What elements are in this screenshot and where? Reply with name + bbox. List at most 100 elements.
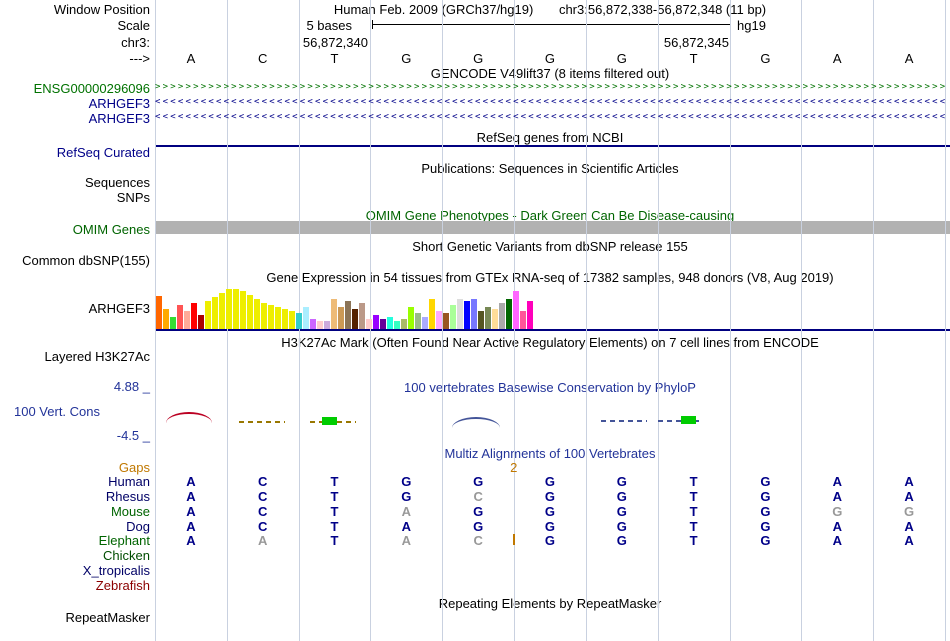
gtex-expression-bar[interactable]	[219, 293, 225, 329]
strand-arrows-left[interactable]: <<<<<<<<<<<<<<<<<<<<<<<<<<<<<<<<<<<<<<<<…	[155, 97, 947, 107]
species-label[interactable]: Elephant	[98, 533, 150, 548]
species-label[interactable]: Human	[108, 474, 150, 489]
gencode-track-title: GENCODE V49lift37 (8 items filtered out)	[430, 66, 670, 81]
alignment-base: A	[832, 519, 842, 534]
gtex-expression-bar[interactable]	[303, 307, 309, 329]
gtex-expression-bar[interactable]	[289, 311, 295, 329]
alignment-base: T	[330, 519, 339, 534]
coordinate-right: 56,872,345	[663, 35, 729, 50]
gtex-expression-bar[interactable]	[275, 307, 281, 329]
strand-arrows-right[interactable]: >>>>>>>>>>>>>>>>>>>>>>>>>>>>>>>>>>>>>>>>…	[155, 82, 947, 92]
gtex-gene-label[interactable]: ARHGEF3	[88, 301, 150, 316]
gtex-expression-bar[interactable]	[198, 315, 204, 329]
gtex-expression-bar[interactable]	[254, 299, 260, 329]
alignment-base: A	[186, 489, 196, 504]
reference-base: G	[544, 51, 556, 66]
gtex-expression-bar[interactable]	[520, 311, 526, 329]
gtex-expression-bar[interactable]	[296, 313, 302, 329]
insertion-mark	[513, 534, 516, 545]
omim-gene-bar[interactable]	[155, 221, 950, 234]
gtex-expression-bar[interactable]	[436, 311, 442, 329]
gtex-expression-bar[interactable]	[513, 291, 519, 329]
gtex-expression-bar[interactable]	[401, 319, 407, 329]
gtex-expression-bar[interactable]	[443, 313, 449, 329]
gaps-track-label[interactable]: Gaps	[118, 460, 150, 475]
gtex-expression-bar[interactable]	[170, 317, 176, 329]
gtex-expression-bar[interactable]	[359, 303, 365, 329]
gtex-expression-bar[interactable]	[212, 297, 218, 329]
gridline	[155, 0, 156, 641]
gtex-expression-bar[interactable]	[184, 311, 190, 329]
sequences-track-label[interactable]: Sequences	[84, 175, 150, 190]
conservation-track-label[interactable]: 100 Vert. Cons	[14, 404, 100, 419]
omim-genes-label[interactable]: OMIM Genes	[72, 222, 150, 237]
gtex-expression-bar[interactable]	[478, 311, 484, 329]
gtex-expression-bar[interactable]	[352, 309, 358, 329]
species-label[interactable]: Dog	[126, 519, 150, 534]
gene-track-label[interactable]: ENSG00000296096	[33, 81, 150, 96]
species-label[interactable]: Mouse	[110, 504, 150, 519]
gtex-expression-bar[interactable]	[506, 299, 512, 329]
gene-track-label[interactable]: ARHGEF3	[88, 111, 150, 126]
species-label[interactable]: X_tropicalis	[82, 563, 150, 578]
gtex-expression-bar[interactable]	[499, 303, 505, 329]
gtex-expression-bar[interactable]	[177, 305, 183, 329]
alignment-base: C	[258, 474, 268, 489]
gtex-expression-bar[interactable]	[366, 319, 372, 329]
gtex-expression-bar[interactable]	[492, 309, 498, 329]
refseq-curated-label[interactable]: RefSeq Curated	[56, 145, 150, 160]
gtex-expression-bar[interactable]	[282, 309, 288, 329]
gtex-expression-bar[interactable]	[345, 301, 351, 329]
gtex-expression-bar[interactable]	[464, 301, 470, 329]
gtex-expression-bar[interactable]	[457, 299, 463, 329]
alignment-base: A	[186, 533, 196, 548]
scale-bar	[372, 24, 731, 25]
gtex-expression-bar[interactable]	[450, 305, 456, 329]
repeatmasker-track-title: Repeating Elements by RepeatMasker	[438, 596, 662, 611]
alignment-base: G	[616, 504, 627, 519]
alignment-base: G	[473, 504, 484, 519]
gap-count: 2	[510, 460, 518, 475]
gtex-expression-bar[interactable]	[226, 289, 232, 329]
snps-track-label[interactable]: SNPs	[116, 190, 150, 205]
species-label[interactable]: Rhesus	[105, 489, 150, 504]
gridline	[657, 0, 659, 641]
gtex-expression-bar[interactable]	[324, 321, 330, 329]
gtex-expression-bar[interactable]	[471, 299, 477, 329]
gtex-expression-bar[interactable]	[233, 289, 239, 329]
gtex-expression-bar[interactable]	[408, 307, 414, 329]
species-label[interactable]: Chicken	[103, 548, 150, 563]
gene-track-label[interactable]: ARHGEF3	[88, 96, 150, 111]
gtex-expression-bar[interactable]	[331, 299, 337, 329]
strand-arrows-left[interactable]: <<<<<<<<<<<<<<<<<<<<<<<<<<<<<<<<<<<<<<<<…	[155, 112, 947, 122]
alignment-base: G	[832, 504, 843, 519]
gtex-expression-bar[interactable]	[310, 319, 316, 329]
gtex-expression-bar[interactable]	[247, 295, 253, 329]
gtex-expression-bar[interactable]	[380, 319, 386, 329]
gtex-expression-bar[interactable]	[317, 321, 323, 329]
gtex-expression-bar[interactable]	[387, 317, 393, 329]
alignment-base: A	[904, 533, 914, 548]
gtex-expression-bar[interactable]	[394, 321, 400, 329]
gtex-expression-bar[interactable]	[191, 303, 197, 329]
h3k27ac-track-label[interactable]: Layered H3K27Ac	[44, 349, 150, 364]
gtex-expression-bar[interactable]	[205, 301, 211, 329]
gtex-expression-bar[interactable]	[429, 299, 435, 329]
dbsnp-track-label[interactable]: Common dbSNP(155)	[22, 253, 150, 268]
refseq-gene-bar[interactable]	[155, 145, 950, 147]
gtex-expression-bar[interactable]	[268, 305, 274, 329]
alignment-base: A	[832, 533, 842, 548]
gtex-expression-bar[interactable]	[415, 313, 421, 329]
gtex-expression-bar[interactable]	[485, 307, 491, 329]
gtex-expression-bar[interactable]	[261, 303, 267, 329]
gtex-expression-bar[interactable]	[422, 317, 428, 329]
gtex-expression-bar[interactable]	[338, 307, 344, 329]
species-label[interactable]: Zebrafish	[95, 578, 150, 593]
gtex-expression-bar[interactable]	[240, 291, 246, 329]
gridline	[442, 0, 444, 641]
gtex-expression-bar[interactable]	[156, 296, 162, 329]
gtex-expression-bar[interactable]	[527, 301, 533, 329]
repeatmasker-track-label[interactable]: RepeatMasker	[65, 610, 150, 625]
gtex-expression-bar[interactable]	[163, 309, 169, 329]
gtex-expression-bar[interactable]	[373, 315, 379, 329]
